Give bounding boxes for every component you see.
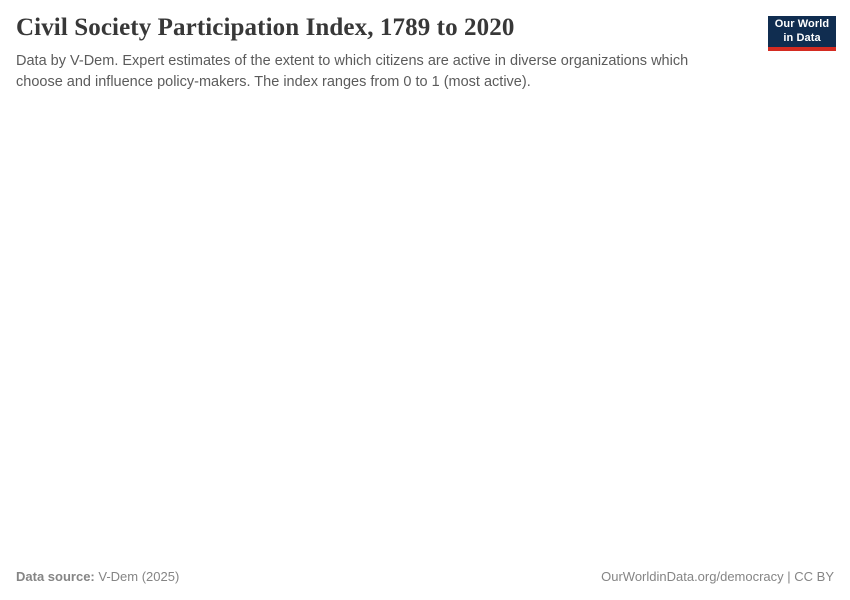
owid-logo-line1: Our World — [774, 18, 830, 31]
data-source-label: Data source: — [16, 569, 95, 585]
chart-footer: Data source: V-Dem (2025) OurWorldinData… — [0, 569, 850, 600]
owid-logo[interactable]: Our World in Data — [768, 16, 836, 51]
chart-title: Civil Society Participation Index, 1789 … — [16, 14, 515, 41]
data-source-value: V-Dem (2025) — [94, 569, 180, 585]
chart-url-license-link[interactable]: OurWorldinData.org/democracy | CC BY — [601, 569, 834, 585]
chart-subtitle: Data by V-Dem. Expert estimates of the e… — [16, 53, 689, 90]
data-source-note: Data source: V-Dem (2025) — [16, 569, 179, 586]
chart-header: Civil Society Participation Index, 1789 … — [0, 0, 850, 92]
chart-plot-area-empty — [0, 92, 850, 570]
owid-logo-line2: in Data — [783, 31, 821, 44]
